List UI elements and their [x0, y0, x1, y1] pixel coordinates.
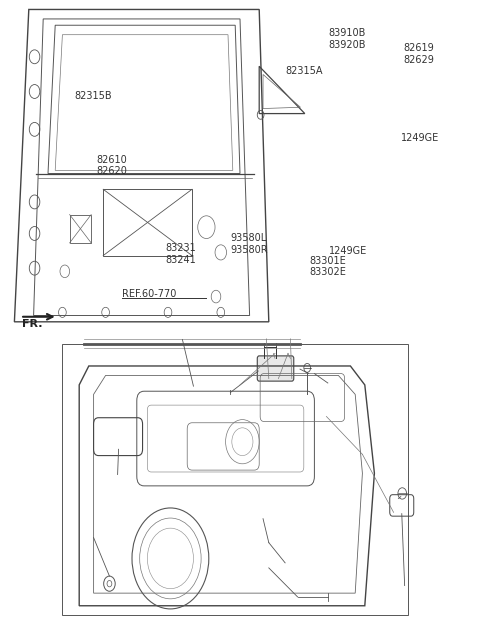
- FancyBboxPatch shape: [257, 356, 294, 381]
- Text: 1249GE: 1249GE: [329, 246, 367, 256]
- Text: 93580L
93580R: 93580L 93580R: [230, 233, 268, 255]
- Text: 83231
83241: 83231 83241: [166, 243, 196, 264]
- Text: 82315A: 82315A: [286, 66, 323, 76]
- Text: 83910B
83920B: 83910B 83920B: [329, 28, 366, 50]
- Text: REF.60-770: REF.60-770: [122, 289, 177, 299]
- Text: 83301E
83302E: 83301E 83302E: [310, 256, 347, 277]
- Text: FR.: FR.: [22, 319, 42, 329]
- Bar: [62, 344, 408, 615]
- Text: 82610
82620: 82610 82620: [96, 155, 127, 176]
- Text: 82315B: 82315B: [74, 91, 112, 102]
- Text: 1249GE: 1249GE: [401, 133, 439, 143]
- Text: 82619
82629: 82619 82629: [403, 43, 434, 64]
